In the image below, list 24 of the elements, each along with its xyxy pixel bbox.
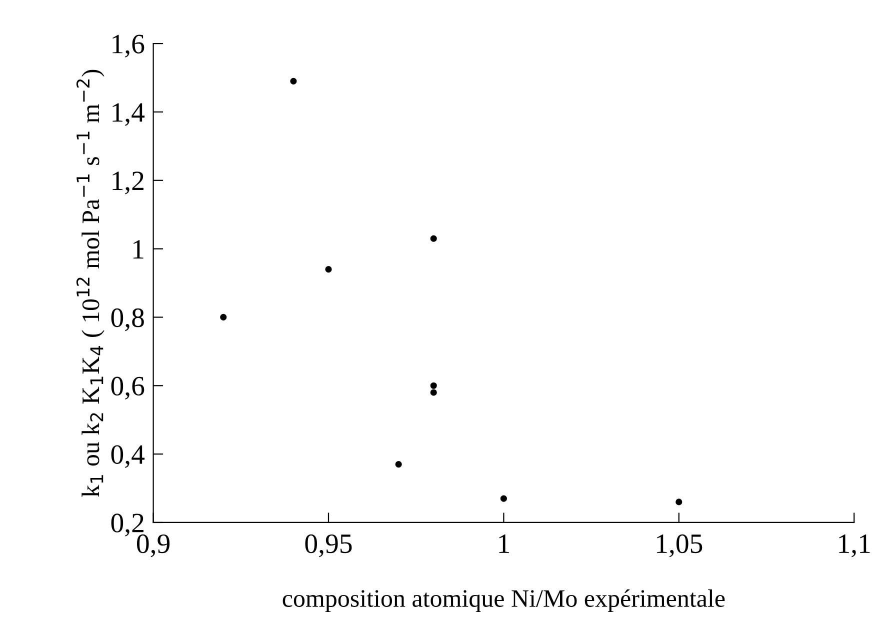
point xyxy=(676,498,682,506)
text: k$_{1}$ ou k$_{2}$ K$_{1}$K$_{4}$ ( 10$^{12}$ mol Pa$^{−1}$ s$^{−1}$ m$^{−2}$) xyxy=(76,70,104,497)
point xyxy=(430,382,437,389)
y-tick-label: 0,8 xyxy=(111,308,144,332)
x-axis-title: composition atomique Ni/Mo expérimentale xyxy=(282,589,725,612)
y-tick-label: 1 xyxy=(134,240,144,258)
x-tick-label: 1,1 xyxy=(839,534,870,558)
point xyxy=(430,235,437,242)
point xyxy=(290,78,297,84)
point xyxy=(430,389,437,396)
y-tick-label: 0,6 xyxy=(111,376,144,400)
x-tick-label: 1,05 xyxy=(657,534,702,558)
y-tick-label: 1,6 xyxy=(112,34,144,58)
y-tick-label: 0,4 xyxy=(111,445,145,468)
point xyxy=(220,314,227,321)
y-tick-label: 1,4 xyxy=(112,103,145,126)
point xyxy=(395,461,402,468)
y-tick-label: 1,2 xyxy=(112,172,144,194)
y-tick-label: 0,2 xyxy=(111,514,144,536)
x-tick-label: 1 xyxy=(499,534,509,553)
point xyxy=(325,266,332,273)
point xyxy=(500,495,507,502)
x-tick-label: 0,9 xyxy=(137,534,170,558)
x-tick-label: 0,95 xyxy=(305,534,352,558)
